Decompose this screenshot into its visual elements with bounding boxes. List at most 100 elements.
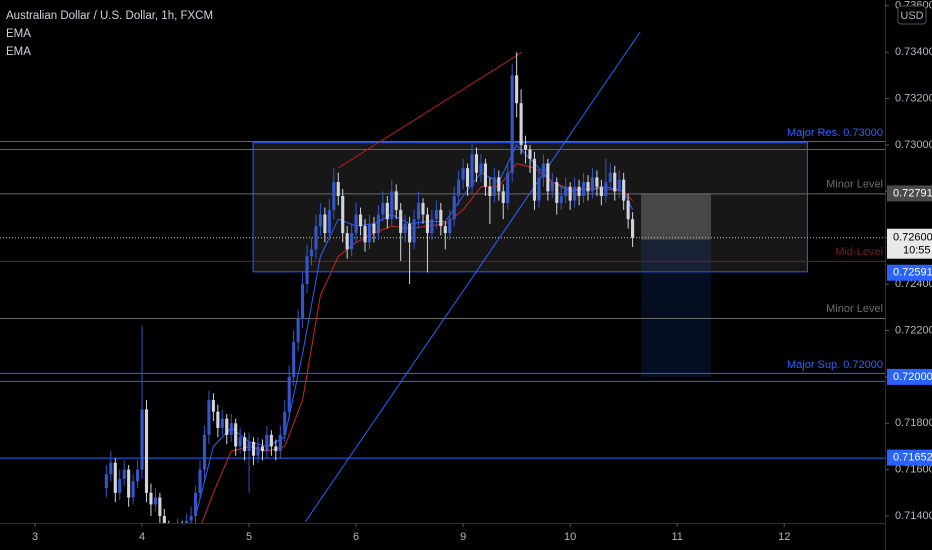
candle-body	[314, 226, 318, 250]
candle-body	[515, 75, 519, 104]
candle-body	[216, 411, 220, 428]
candle-body	[385, 202, 389, 220]
y-tick-label: 0.71800	[895, 417, 932, 429]
price-label-box	[887, 368, 932, 385]
candle-body	[336, 182, 340, 196]
y-tick-label: 0.72200	[895, 324, 932, 336]
currency[interactable]: USD	[900, 10, 923, 22]
price-label-box	[887, 185, 932, 202]
candle-body	[439, 209, 443, 227]
candle-body	[318, 214, 322, 227]
candle-body	[113, 462, 117, 493]
candle-body	[131, 481, 135, 498]
candle-body	[376, 214, 380, 234]
candle-body	[109, 462, 113, 475]
candle-body	[532, 158, 537, 201]
price-label: 0.72000	[893, 371, 932, 383]
y-tick-label: 0.71600	[895, 464, 932, 476]
candle-body	[448, 219, 452, 234]
candle-body	[104, 474, 108, 489]
candle-body	[144, 409, 149, 493]
candle-body	[358, 214, 363, 227]
candle-body	[287, 376, 291, 412]
candle-body	[599, 186, 603, 196]
candle-body	[519, 103, 523, 145]
x-tick-label: 3	[32, 531, 38, 543]
position-target	[641, 193, 712, 240]
candle-body	[488, 186, 492, 196]
candle-body	[443, 226, 447, 234]
candle-body	[394, 191, 398, 210]
candle-body	[416, 202, 421, 220]
candle-body	[497, 177, 501, 192]
candle-body	[372, 223, 376, 234]
candle-body	[421, 202, 425, 215]
candle-body	[211, 400, 215, 412]
chart-title: Australian Dollar / U.S. Dollar, 1h, FXC…	[6, 10, 213, 22]
candle-body	[466, 168, 470, 187]
candle-body	[474, 154, 479, 173]
candle-body	[207, 400, 211, 435]
candle-body	[153, 497, 157, 505]
y-tick-label: 0.73000	[895, 139, 932, 151]
candle-body	[301, 284, 305, 319]
candle-body	[327, 209, 331, 234]
candle-body	[573, 186, 577, 201]
candle-body	[225, 418, 229, 435]
candle-body	[568, 186, 572, 201]
x-tick-label: 5	[246, 531, 252, 543]
candle-body	[483, 163, 487, 187]
current-price-label: 0.72600	[893, 232, 932, 244]
y-tick-label: 0.73200	[895, 92, 932, 104]
candle-body	[541, 163, 545, 178]
candle-body	[425, 214, 430, 234]
candle-body	[296, 318, 300, 343]
price-label: 0.71652	[893, 452, 932, 464]
level-label: Minor Level	[826, 178, 883, 190]
candle-body	[136, 469, 140, 482]
candle-body	[631, 219, 635, 238]
candle-body	[354, 214, 358, 234]
candle-body	[243, 437, 247, 452]
candle-body	[452, 195, 456, 220]
candle-body	[260, 446, 265, 452]
candle-body	[367, 223, 372, 243]
current-price-box	[887, 228, 932, 259]
candle-body	[238, 437, 242, 447]
candle-body	[559, 195, 563, 203]
currency-box[interactable]	[897, 5, 927, 25]
candle-body	[345, 233, 349, 250]
candle-body	[202, 434, 207, 470]
level-label: Minor Level	[826, 303, 883, 315]
candle-body	[555, 182, 559, 203]
candle-body	[363, 226, 367, 243]
price-label-box	[887, 264, 932, 281]
candle-body	[399, 209, 403, 234]
x-tick-label: 4	[139, 531, 145, 543]
position-stop	[641, 239, 712, 377]
candle-body	[595, 177, 599, 187]
candle-body	[247, 441, 251, 452]
candle-body	[229, 423, 233, 435]
candle-body	[608, 172, 612, 183]
level-label: Mid-Level	[835, 246, 883, 258]
candle-body	[622, 179, 626, 201]
candle-body	[162, 516, 166, 523]
x-tick-label: 11	[671, 531, 682, 543]
candle-body	[118, 478, 122, 493]
candle-body	[309, 249, 314, 257]
candle-body	[198, 469, 202, 493]
price-label: 0.72791	[893, 187, 932, 199]
price-label: 0.72591	[893, 267, 932, 279]
candle-body	[604, 182, 608, 196]
candle-body	[127, 469, 131, 498]
candle-body	[613, 172, 617, 192]
candle-body	[408, 223, 412, 243]
x-tick-label: 10	[564, 531, 576, 543]
legend-entry: EMA	[6, 28, 31, 40]
candle-body	[350, 233, 354, 250]
candle-body	[506, 172, 510, 203]
candle-body	[283, 411, 287, 435]
candle-body	[461, 168, 465, 180]
